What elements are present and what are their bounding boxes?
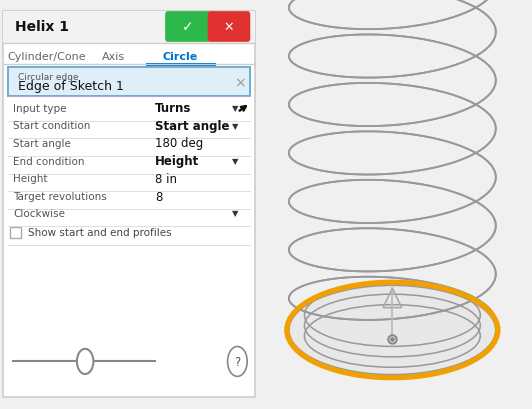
Text: Start condition: Start condition: [13, 121, 90, 131]
Text: ▼: ▼: [231, 104, 238, 113]
Text: 180 deg: 180 deg: [155, 137, 203, 150]
Text: Height: Height: [13, 174, 47, 184]
Text: Start angle: Start angle: [155, 119, 229, 133]
Ellipse shape: [289, 285, 496, 375]
FancyBboxPatch shape: [207, 12, 250, 43]
Text: ✕: ✕: [223, 21, 234, 34]
Text: Circle: Circle: [163, 52, 198, 62]
Text: ▼: ▼: [231, 121, 238, 130]
Text: Helix 1: Helix 1: [15, 20, 70, 34]
Text: Edge of Sketch 1: Edge of Sketch 1: [18, 80, 124, 93]
Text: ▼: ▼: [231, 157, 238, 166]
Text: 8: 8: [155, 190, 162, 203]
Text: ?: ?: [234, 355, 240, 368]
Circle shape: [77, 349, 94, 374]
FancyBboxPatch shape: [10, 228, 21, 239]
Text: Show start and end profiles: Show start and end profiles: [28, 228, 172, 238]
FancyBboxPatch shape: [8, 68, 250, 97]
Text: Start angle: Start angle: [13, 139, 71, 148]
FancyBboxPatch shape: [3, 12, 255, 43]
Text: Cylinder/Cone: Cylinder/Cone: [7, 52, 86, 62]
Text: ▼: ▼: [231, 209, 238, 218]
Text: Target revolutions: Target revolutions: [13, 192, 106, 202]
Text: ✓: ✓: [182, 20, 194, 34]
Text: Turns: Turns: [155, 102, 191, 115]
Text: ×: ×: [234, 76, 246, 90]
Text: Axis: Axis: [102, 52, 125, 62]
Text: End condition: End condition: [13, 156, 85, 166]
Text: Clockwise: Clockwise: [13, 208, 65, 218]
Circle shape: [228, 347, 247, 376]
Text: Height: Height: [155, 155, 199, 168]
Text: 8 in: 8 in: [155, 173, 177, 185]
Text: Circular edge: Circular edge: [18, 72, 79, 81]
FancyBboxPatch shape: [3, 12, 255, 397]
FancyBboxPatch shape: [165, 12, 210, 43]
Text: Input type: Input type: [13, 103, 66, 113]
